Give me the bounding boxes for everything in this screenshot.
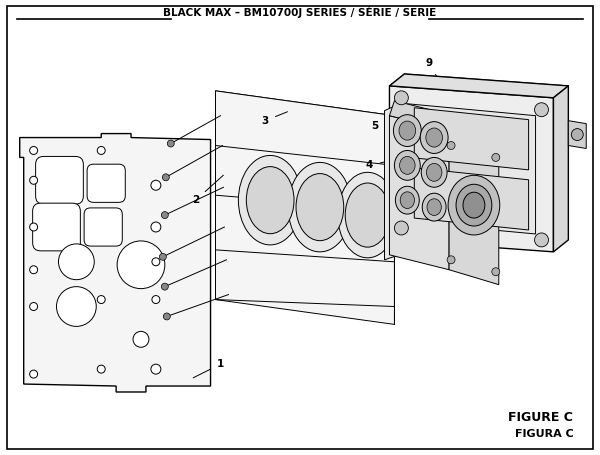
Ellipse shape xyxy=(400,192,415,208)
Ellipse shape xyxy=(426,128,443,147)
Polygon shape xyxy=(389,74,568,98)
Circle shape xyxy=(394,91,409,105)
Ellipse shape xyxy=(448,175,500,235)
Circle shape xyxy=(29,223,38,231)
Circle shape xyxy=(492,268,500,276)
Circle shape xyxy=(58,244,94,280)
Text: 7: 7 xyxy=(500,207,512,225)
Circle shape xyxy=(97,296,105,303)
Circle shape xyxy=(133,331,149,347)
Circle shape xyxy=(151,222,161,232)
Polygon shape xyxy=(385,104,400,260)
Ellipse shape xyxy=(395,186,419,214)
Text: 5: 5 xyxy=(371,117,395,131)
Polygon shape xyxy=(389,116,449,270)
Ellipse shape xyxy=(394,151,420,180)
Circle shape xyxy=(29,303,38,310)
Polygon shape xyxy=(389,101,454,131)
Ellipse shape xyxy=(400,157,415,174)
Ellipse shape xyxy=(420,121,448,153)
Ellipse shape xyxy=(247,167,294,234)
Circle shape xyxy=(29,177,38,184)
Circle shape xyxy=(160,253,166,260)
Circle shape xyxy=(161,283,169,290)
Text: 2: 2 xyxy=(192,175,223,205)
Circle shape xyxy=(152,258,160,266)
Ellipse shape xyxy=(288,162,352,252)
Circle shape xyxy=(29,147,38,154)
Circle shape xyxy=(447,142,455,150)
Polygon shape xyxy=(215,91,394,141)
Polygon shape xyxy=(407,104,536,234)
Ellipse shape xyxy=(238,156,302,245)
Circle shape xyxy=(29,370,38,378)
Polygon shape xyxy=(553,86,568,252)
Text: 5: 5 xyxy=(416,93,423,111)
Polygon shape xyxy=(215,91,394,324)
Circle shape xyxy=(161,212,169,218)
Ellipse shape xyxy=(399,121,416,140)
Circle shape xyxy=(447,256,455,264)
Ellipse shape xyxy=(421,157,447,187)
Polygon shape xyxy=(414,168,529,230)
Circle shape xyxy=(152,296,160,303)
Ellipse shape xyxy=(456,184,492,226)
FancyBboxPatch shape xyxy=(32,203,80,251)
Circle shape xyxy=(117,241,165,288)
Circle shape xyxy=(56,287,96,326)
Polygon shape xyxy=(568,121,586,148)
Circle shape xyxy=(29,266,38,274)
Ellipse shape xyxy=(427,199,442,216)
Text: FIGURE C: FIGURE C xyxy=(508,411,574,424)
Circle shape xyxy=(571,129,583,141)
Circle shape xyxy=(97,147,105,154)
FancyBboxPatch shape xyxy=(84,208,122,246)
Circle shape xyxy=(151,180,161,190)
Circle shape xyxy=(163,313,170,320)
Ellipse shape xyxy=(338,172,397,258)
Ellipse shape xyxy=(422,193,446,221)
Ellipse shape xyxy=(427,163,442,181)
Circle shape xyxy=(163,174,169,181)
Text: FIGURA C: FIGURA C xyxy=(515,429,574,439)
Text: 9: 9 xyxy=(425,58,438,78)
Ellipse shape xyxy=(463,192,485,218)
Circle shape xyxy=(535,103,548,116)
Text: BLACK MAX – BM10700J SERIES / SÉRIE / SERIE: BLACK MAX – BM10700J SERIES / SÉRIE / SE… xyxy=(163,6,437,18)
FancyBboxPatch shape xyxy=(35,157,83,204)
Ellipse shape xyxy=(296,173,344,241)
Ellipse shape xyxy=(345,183,390,247)
Circle shape xyxy=(535,233,548,247)
Text: 3: 3 xyxy=(262,112,287,126)
Circle shape xyxy=(394,221,409,235)
Text: 4: 4 xyxy=(366,160,389,170)
Ellipse shape xyxy=(394,115,421,147)
Circle shape xyxy=(167,140,174,147)
Circle shape xyxy=(97,365,105,373)
Polygon shape xyxy=(20,134,211,392)
FancyBboxPatch shape xyxy=(87,164,125,202)
Text: 8: 8 xyxy=(550,101,569,133)
Polygon shape xyxy=(389,86,553,252)
Text: 6: 6 xyxy=(371,228,392,245)
Circle shape xyxy=(151,364,161,374)
Circle shape xyxy=(492,153,500,162)
Polygon shape xyxy=(414,108,529,170)
Polygon shape xyxy=(449,131,499,285)
Text: 1: 1 xyxy=(193,359,224,378)
